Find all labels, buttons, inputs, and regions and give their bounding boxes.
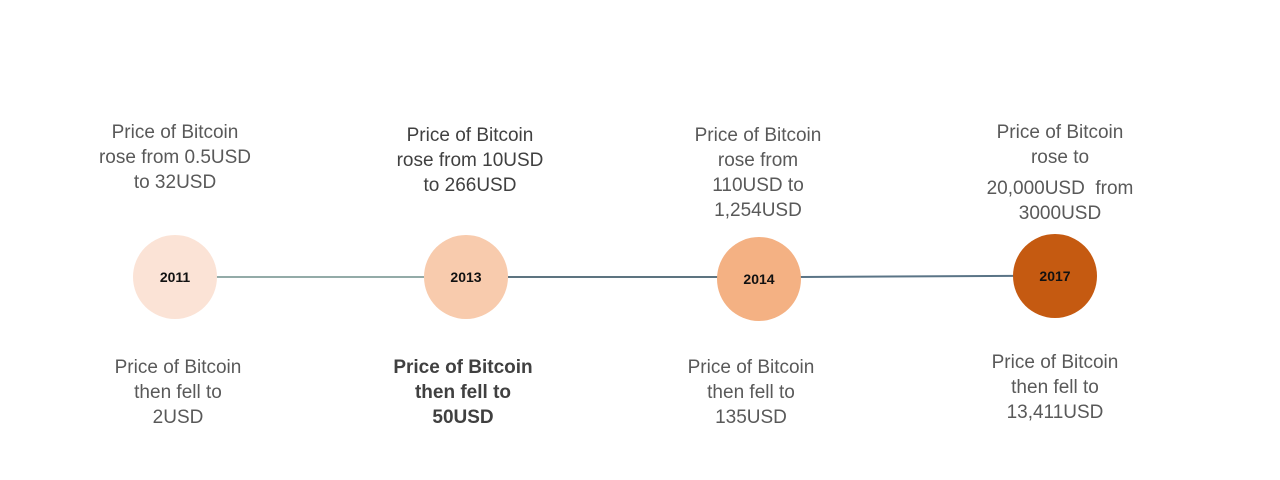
milestone-2013-rise-line-2: rose from 10USD [396, 150, 544, 171]
milestone-2013-fall-line-2: then fell to [414, 382, 512, 403]
milestone-2014-rise-line-2: rose from [717, 150, 799, 171]
milestone-2014-circle: 2014 [717, 237, 801, 321]
timeline-connector-2011-2013 [216, 276, 424, 278]
milestone-2013-rise-line-1: Price of Bitcoin [406, 125, 534, 146]
milestone-2014-fall-text: Price of Bitcoin then fell to 135USD [651, 355, 851, 430]
milestone-2014-year: 2014 [743, 271, 775, 287]
milestone-2017-fall-line-1: Price of Bitcoin [991, 352, 1119, 373]
milestone-2014-rise-line-4: 1,254USD [714, 200, 802, 221]
milestone-2013-year: 2013 [450, 269, 482, 285]
milestone-2014-rise-line-1: Price of Bitcoin [694, 125, 822, 146]
milestone-2013-circle: 2013 [424, 235, 508, 319]
milestone-2014-rise-line-3: 110USD to [712, 175, 804, 196]
milestone-2013-fall-line-1: Price of Bitcoin [393, 357, 533, 378]
milestone-2013-rise-line-3: to 266USD [423, 175, 517, 196]
milestone-2017-rise-line-4: 3000USD [1018, 203, 1102, 224]
milestone-2017-rise-line-2: rose to [1030, 147, 1090, 168]
milestone-2011-circle: 2011 [133, 235, 217, 319]
milestone-2014-fall-line-3: 135USD [715, 407, 787, 428]
milestone-2017-fall-text: Price of Bitcoin then fell to 13,411USD [955, 350, 1155, 425]
milestone-2017-circle: 2017 [1013, 234, 1097, 318]
milestone-2017-fall-line-2: then fell to [1011, 377, 1099, 398]
milestone-2011-fall-line-1: Price of Bitcoin [114, 357, 242, 378]
milestone-2017-rise-line-3: 20,000USD from [986, 178, 1134, 199]
milestone-2013-rise-text: Price of Bitcoin rose from 10USD to 266U… [370, 123, 570, 198]
timeline-connector-2014-2017 [799, 274, 1015, 278]
milestone-2011-fall-line-2: then fell to [134, 382, 222, 403]
milestone-2017-rise-line-1: Price of Bitcoin [996, 122, 1124, 143]
milestone-2013-fall-line-3: 50USD [432, 407, 494, 428]
milestone-2013-fall-text: Price of Bitcoin then fell to 50USD [363, 355, 563, 430]
milestone-2011-fall-text: Price of Bitcoin then fell to 2USD [78, 355, 278, 430]
milestone-2014-rise-text: Price of Bitcoin rose from 110USD to 1,2… [658, 123, 858, 223]
milestone-2011-year: 2011 [159, 269, 191, 285]
milestone-2011-rise-line-2: rose from 0.5USD [98, 147, 252, 168]
milestone-2011-rise-line-3: to 32USD [133, 172, 217, 193]
timeline-connector-2013-2014 [508, 276, 718, 278]
milestone-2017-fall-line-3: 13,411USD [1006, 402, 1104, 423]
milestone-2014-fall-line-2: then fell to [707, 382, 795, 403]
milestone-2011-fall-line-3: 2USD [152, 407, 204, 428]
milestone-2014-fall-line-1: Price of Bitcoin [687, 357, 815, 378]
milestone-2011-rise-line-1: Price of Bitcoin [111, 122, 239, 143]
milestone-2011-rise-text: Price of Bitcoin rose from 0.5USD to 32U… [75, 120, 275, 195]
milestone-2017-rise-text: Price of Bitcoin rose to 20,000USD from … [960, 120, 1160, 226]
milestone-2017-year: 2017 [1039, 268, 1071, 284]
